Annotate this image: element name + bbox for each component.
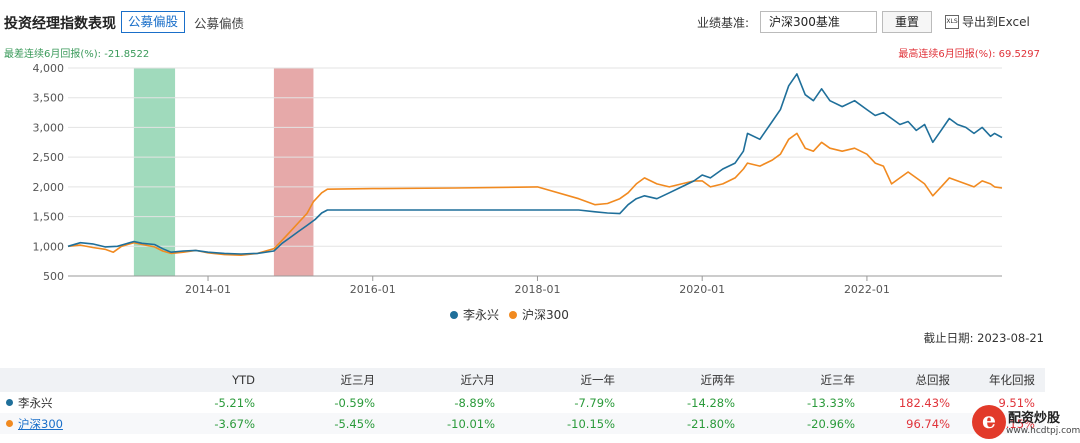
y-tick-label: 1,000 bbox=[33, 240, 65, 253]
cell-ytd: -5.21% bbox=[150, 392, 265, 413]
x-tick-label: 2016-01 bbox=[350, 283, 396, 296]
cell-2y: -21.80% bbox=[625, 413, 745, 434]
y-tick-label: 1,500 bbox=[33, 211, 65, 224]
cell-3y: -20.96% bbox=[745, 413, 865, 434]
legend-label-manager: 李永兴 bbox=[463, 308, 500, 322]
performance-chart: 500 1,000 1,500 2,000 2,500 3,000 3,500 4,000 20… bbox=[33, 62, 1003, 296]
col-header-6m: 近六月 bbox=[385, 368, 505, 392]
cell-2y: -14.28% bbox=[625, 392, 745, 413]
x-tick-label: 2020-01 bbox=[679, 283, 725, 296]
xls-icon: XLS bbox=[945, 14, 959, 29]
legend-label-benchmark: 沪深300 bbox=[522, 308, 569, 322]
y-tick-label: 2,500 bbox=[33, 151, 65, 164]
cell-1y: -10.15% bbox=[505, 413, 625, 434]
page-header: 投资经理指数表现 公募偏股 公募偏债 业绩基准: 沪深300基准 重置 XLS … bbox=[0, 0, 1080, 44]
series-line-0 bbox=[67, 73, 1003, 255]
table-row: 沪深300 -3.67% -5.45% -10.01% -10.15% -21.… bbox=[0, 413, 1045, 434]
legend-dot-benchmark bbox=[509, 310, 518, 319]
y-tick-label: 4,000 bbox=[33, 62, 65, 75]
tab-equity-funds[interactable]: 公募偏股 bbox=[121, 11, 186, 33]
table-row: 李永兴 -5.21% -0.59% -8.89% -7.79% -14.28% … bbox=[0, 392, 1045, 413]
y-tick-label: 2,000 bbox=[33, 181, 65, 194]
cell-1y: -7.79% bbox=[505, 392, 625, 413]
performance-table: YTD 近三月 近六月 近一年 近两年 近三年 总回报 年化回报 李永兴 -5.… bbox=[0, 368, 1045, 434]
table-header-row: YTD 近三月 近六月 近一年 近两年 近三年 总回报 年化回报 bbox=[0, 368, 1045, 392]
cell-total: 182.43% bbox=[865, 392, 960, 413]
highlight-band-0 bbox=[133, 68, 176, 276]
cell-total: 96.74% bbox=[865, 413, 960, 434]
benchmark-select[interactable]: 沪深300基准 bbox=[760, 11, 877, 33]
watermark-url: www.hcdtpj.com bbox=[1006, 426, 1080, 436]
cell-ytd: -3.67% bbox=[150, 413, 265, 434]
reset-button[interactable]: 重置 bbox=[882, 11, 932, 33]
col-header-total: 总回报 bbox=[865, 368, 960, 392]
export-excel-button[interactable]: XLS 导出到Excel bbox=[945, 13, 1030, 30]
row-name-cell: 李永兴 bbox=[0, 392, 150, 413]
y-tick-label: 3,500 bbox=[33, 92, 65, 105]
watermark: e 配资炒股 www.hcdtpj.com bbox=[972, 405, 1080, 443]
watermark-name: 配资炒股 bbox=[1008, 411, 1061, 426]
col-header-annual: 年化回报 bbox=[960, 368, 1045, 392]
col-header-3m: 近三月 bbox=[265, 368, 385, 392]
col-header-name bbox=[0, 368, 150, 392]
tab-bond-funds[interactable]: 公募偏债 bbox=[194, 16, 245, 31]
cell-6m: -8.89% bbox=[385, 392, 505, 413]
col-header-2y: 近两年 bbox=[625, 368, 745, 392]
y-tick-label: 500 bbox=[43, 270, 64, 283]
col-header-1y: 近一年 bbox=[505, 368, 625, 392]
legend-item-benchmark[interactable]: 沪深300 bbox=[509, 306, 569, 323]
cell-3m: -5.45% bbox=[265, 413, 385, 434]
row-dot bbox=[6, 398, 13, 406]
x-tick-label: 2018-01 bbox=[514, 283, 560, 296]
cell-3y: -13.33% bbox=[745, 392, 865, 413]
col-header-3y: 近三年 bbox=[745, 368, 865, 392]
cell-3m: -0.59% bbox=[265, 392, 385, 413]
row-name: 李永兴 bbox=[18, 395, 53, 410]
cell-6m: -10.01% bbox=[385, 413, 505, 434]
as-of-date: 截止日期: 2023-08-21 bbox=[923, 331, 1044, 345]
chart-legend: 李永兴 沪深300 bbox=[450, 306, 579, 323]
export-label: 导出到Excel bbox=[962, 15, 1030, 29]
x-tick-label: 2014-01 bbox=[185, 283, 231, 296]
y-tick-label: 3,000 bbox=[33, 121, 65, 134]
x-tick-label: 2022-01 bbox=[844, 283, 890, 296]
page-title: 投资经理指数表现 bbox=[4, 16, 116, 32]
legend-dot-manager bbox=[450, 310, 458, 319]
series-line-1 bbox=[67, 132, 1003, 256]
row-name[interactable]: 沪深300 bbox=[18, 416, 63, 431]
legend-item-manager[interactable]: 李永兴 bbox=[450, 306, 499, 323]
benchmark-label: 业绩基准: bbox=[697, 16, 750, 30]
row-name-cell: 沪深300 bbox=[0, 413, 150, 434]
col-header-ytd: YTD bbox=[150, 368, 265, 392]
watermark-logo: e bbox=[972, 405, 1006, 439]
best-6m-return: 最高连续6月回报(%): 69.5297 bbox=[898, 49, 1040, 60]
row-dot bbox=[6, 419, 13, 427]
worst-6m-return: 最差连续6月回报(%): -21.8522 bbox=[4, 49, 150, 60]
